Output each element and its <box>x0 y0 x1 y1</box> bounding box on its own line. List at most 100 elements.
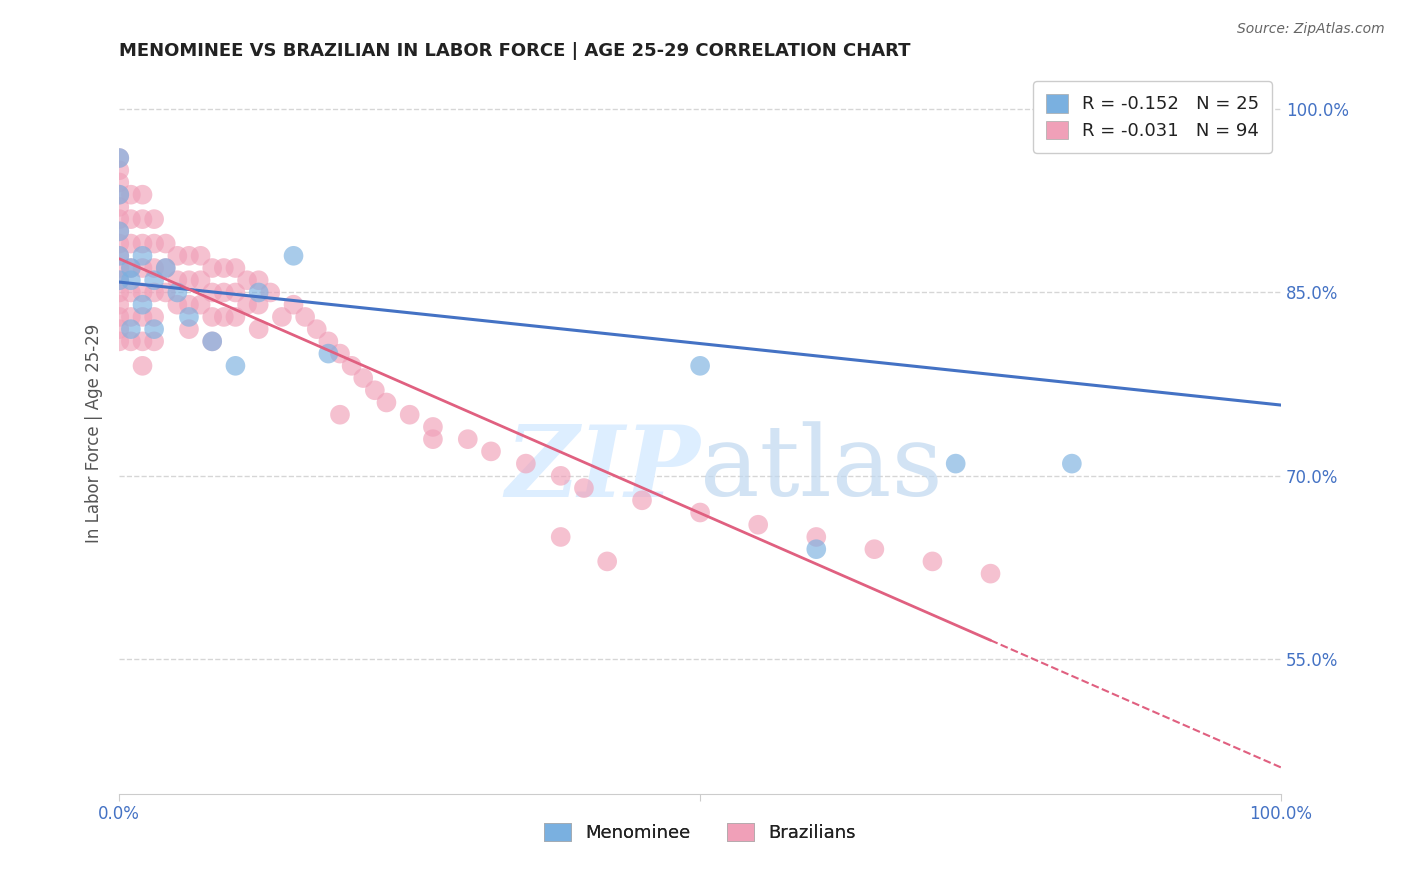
Point <box>190 249 212 263</box>
Point <box>143 334 166 349</box>
Point <box>340 359 363 373</box>
Point <box>689 359 711 373</box>
Point <box>177 298 200 312</box>
Point <box>131 359 153 373</box>
Point <box>515 457 537 471</box>
Point <box>143 310 166 324</box>
Point <box>177 310 200 324</box>
Point <box>212 260 235 275</box>
Point <box>108 224 131 238</box>
Point <box>108 151 131 165</box>
Point <box>201 334 224 349</box>
Point <box>318 346 340 360</box>
Point <box>294 310 316 324</box>
Point <box>120 260 142 275</box>
Point <box>177 273 200 287</box>
Point <box>108 163 131 178</box>
Point <box>108 187 131 202</box>
Point <box>108 273 131 287</box>
Point <box>120 273 142 287</box>
Point <box>945 457 967 471</box>
Point <box>108 212 131 227</box>
Point <box>108 273 131 287</box>
Point <box>247 285 270 300</box>
Point <box>143 236 166 251</box>
Point <box>631 493 654 508</box>
Point <box>224 310 246 324</box>
Point <box>120 212 142 227</box>
Point <box>108 224 131 238</box>
Point <box>190 273 212 287</box>
Point <box>108 285 131 300</box>
Point <box>352 371 374 385</box>
Point <box>329 408 352 422</box>
Point <box>247 298 270 312</box>
Point <box>457 432 479 446</box>
Legend: Menominee, Brazilians: Menominee, Brazilians <box>537 816 863 849</box>
Point <box>1212 102 1234 116</box>
Point <box>108 200 131 214</box>
Point <box>120 285 142 300</box>
Point <box>201 334 224 349</box>
Point <box>398 408 420 422</box>
Point <box>143 273 166 287</box>
Point <box>201 285 224 300</box>
Point <box>108 187 131 202</box>
Point <box>201 310 224 324</box>
Point <box>318 334 340 349</box>
Point <box>143 260 166 275</box>
Point <box>120 310 142 324</box>
Point <box>155 236 177 251</box>
Point <box>108 298 131 312</box>
Point <box>108 249 131 263</box>
Point <box>120 187 142 202</box>
Point <box>177 249 200 263</box>
Point <box>131 187 153 202</box>
Point <box>120 236 142 251</box>
Point <box>212 285 235 300</box>
Point <box>224 359 246 373</box>
Point <box>479 444 502 458</box>
Point <box>329 346 352 360</box>
Point <box>224 285 246 300</box>
Text: atlas: atlas <box>700 421 943 517</box>
Point <box>155 285 177 300</box>
Point <box>143 322 166 336</box>
Point <box>120 322 142 336</box>
Point <box>108 249 131 263</box>
Point <box>166 298 188 312</box>
Point <box>108 322 131 336</box>
Point <box>305 322 328 336</box>
Point <box>166 273 188 287</box>
Point <box>550 530 572 544</box>
Point <box>572 481 595 495</box>
Point <box>108 236 131 251</box>
Point <box>108 176 131 190</box>
Point <box>212 310 235 324</box>
Point <box>155 260 177 275</box>
Point <box>863 542 886 557</box>
Point <box>422 432 444 446</box>
Point <box>131 260 153 275</box>
Point <box>422 420 444 434</box>
Text: ZIP: ZIP <box>505 421 700 517</box>
Point <box>247 273 270 287</box>
Point <box>143 285 166 300</box>
Point <box>283 298 305 312</box>
Point <box>806 530 828 544</box>
Point <box>177 322 200 336</box>
Point <box>375 395 398 409</box>
Point <box>259 285 281 300</box>
Point <box>166 249 188 263</box>
Point <box>747 517 769 532</box>
Point <box>921 554 943 568</box>
Point <box>1060 457 1083 471</box>
Point <box>131 310 153 324</box>
Point <box>131 298 153 312</box>
Point <box>271 310 294 324</box>
Point <box>131 212 153 227</box>
Y-axis label: In Labor Force | Age 25-29: In Labor Force | Age 25-29 <box>86 324 103 542</box>
Point <box>364 384 387 398</box>
Point <box>131 249 153 263</box>
Point <box>108 260 131 275</box>
